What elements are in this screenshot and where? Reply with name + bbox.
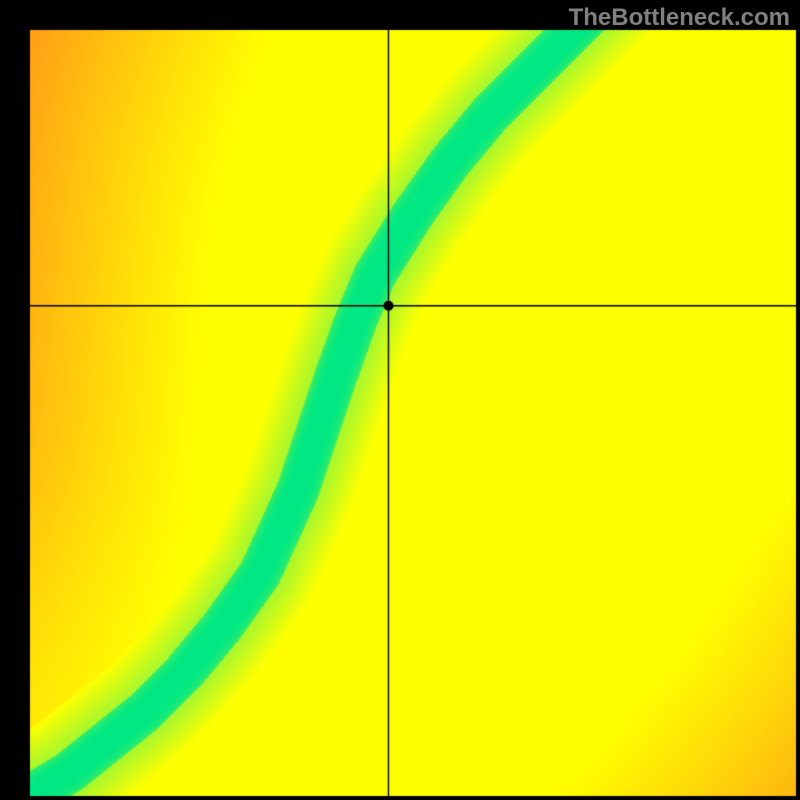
bottleneck-heatmap: [0, 0, 800, 800]
chart-container: TheBottleneck.com: [0, 0, 800, 800]
watermark-text: TheBottleneck.com: [569, 4, 790, 32]
